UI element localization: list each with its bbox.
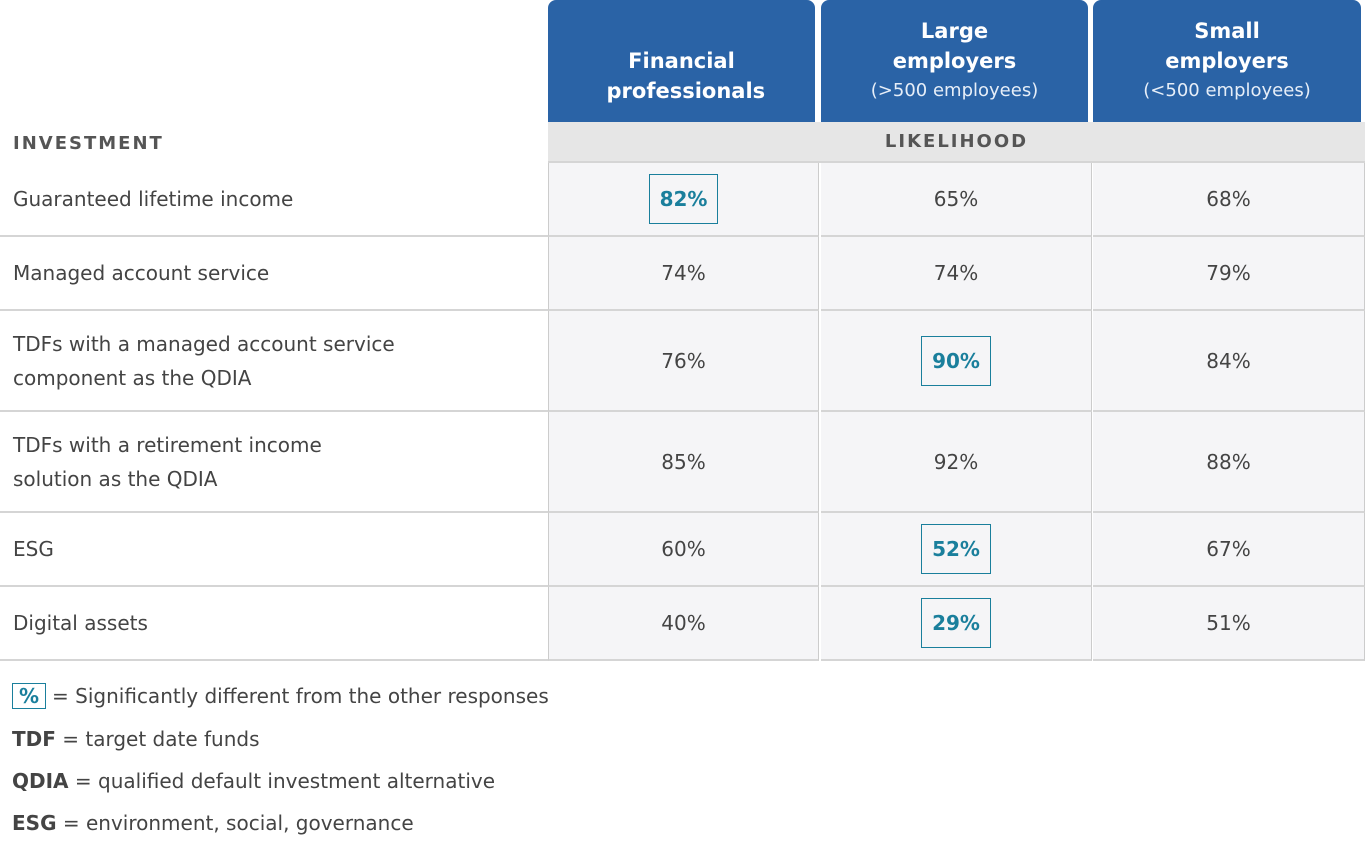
column-title: Large employers: [892, 19, 1017, 73]
group-label: LIKELIHOOD: [884, 131, 1029, 152]
cell: 40%: [548, 587, 819, 661]
row-label: Digital assets: [0, 587, 548, 661]
cell: 88%: [1093, 412, 1365, 513]
column-title: Financial professionals: [606, 49, 766, 103]
value: 65%: [933, 187, 979, 211]
legend-definition: = target date funds: [62, 727, 260, 751]
row-label-line: Guaranteed lifetime income: [13, 187, 294, 211]
column-header: Large employers (>500 employees): [821, 0, 1088, 122]
legend-symbol: %: [12, 683, 47, 709]
value: 40%: [661, 611, 706, 635]
cell: 74%: [821, 237, 1092, 311]
cell: 29%: [821, 587, 1092, 661]
significant-value: 82%: [648, 174, 719, 224]
cell: 92%: [821, 412, 1092, 513]
cell: 51%: [1093, 587, 1365, 661]
row-label-line: TDFs with a managed account service: [13, 331, 395, 356]
row-label-line: TDFs with a retirement income: [13, 432, 322, 457]
value: 74%: [661, 261, 706, 285]
cell: 90%: [821, 311, 1092, 412]
value: 84%: [1206, 348, 1251, 373]
legend-item: ESG = environment, social, governance: [12, 811, 414, 835]
cell: 60%: [548, 513, 819, 587]
value: 67%: [1206, 537, 1251, 561]
legend-item: % = Significantly different from the othe…: [12, 683, 549, 709]
value: 79%: [1206, 261, 1251, 285]
row-label-line: component as the QDIA: [13, 365, 252, 390]
significant-value: 90%: [921, 335, 991, 386]
group-label-bar: LIKELIHOOD: [548, 122, 1365, 163]
value: 51%: [1206, 611, 1251, 635]
legend-item: TDF = target date funds: [12, 727, 260, 751]
legend-text: = Significantly different from the other…: [52, 684, 549, 708]
cell: 82%: [548, 163, 819, 237]
row-label-line: ESG: [13, 537, 54, 561]
value: 74%: [933, 261, 979, 285]
cell: 68%: [1093, 163, 1365, 237]
row-label-line: solution as the QDIA: [13, 466, 218, 491]
legend-term: ESG: [12, 811, 57, 835]
cell: 67%: [1093, 513, 1365, 587]
value: 85%: [661, 449, 706, 474]
cell: 85%: [548, 412, 819, 513]
row-label: TDFs with a retirement income solution as…: [0, 412, 548, 513]
legend-term: TDF: [12, 727, 56, 751]
value: 60%: [661, 537, 706, 561]
value: 76%: [661, 348, 706, 373]
cell: 52%: [821, 513, 1092, 587]
cell: 76%: [548, 311, 819, 412]
row-label: ESG: [0, 513, 548, 587]
row-label-line: Managed account service: [13, 261, 270, 285]
column-header: Financial professionals: [548, 0, 815, 122]
legend-definition: = environment, social, governance: [62, 811, 414, 835]
row-header-label: INVESTMENT: [13, 133, 164, 154]
significant-value: 52%: [921, 524, 991, 574]
cell: 65%: [821, 163, 1092, 237]
value: 68%: [1206, 187, 1251, 211]
significant-value: 29%: [921, 598, 991, 648]
value: 88%: [1206, 449, 1251, 474]
row-label: TDFs with a managed account service compo…: [0, 311, 548, 412]
legend-definition: = qualified default investment alternati…: [74, 769, 496, 793]
column-title: Small employers: [1165, 19, 1289, 73]
legend-term: QDIA: [12, 769, 69, 793]
value: 92%: [933, 449, 979, 474]
legend-item: QDIA = qualified default investment alte…: [12, 769, 495, 793]
cell: 84%: [1093, 311, 1365, 412]
cell: 74%: [548, 237, 819, 311]
row-label: Guaranteed lifetime income: [0, 163, 548, 237]
row-label: Managed account service: [0, 237, 548, 311]
column-header: Small employers (<500 employees): [1093, 0, 1361, 122]
cell: 79%: [1093, 237, 1365, 311]
column-subtitle: (<500 employees): [1143, 80, 1311, 101]
row-label-line: Digital assets: [13, 611, 148, 635]
column-subtitle: (>500 employees): [870, 80, 1039, 101]
